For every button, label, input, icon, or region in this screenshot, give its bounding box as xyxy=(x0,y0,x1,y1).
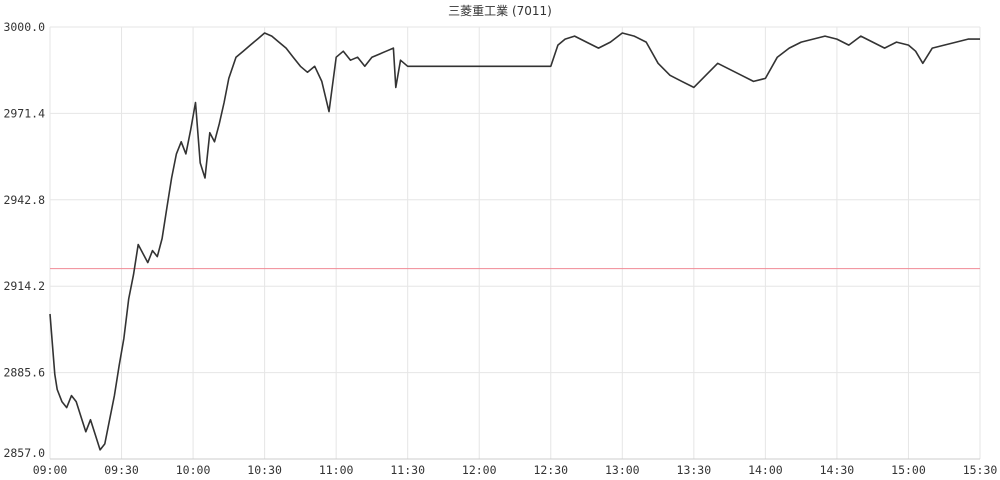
x-tick-label: 15:30 xyxy=(963,463,998,477)
chart-title: 三菱重工業 (7011) xyxy=(448,4,552,18)
x-tick-label: 14:30 xyxy=(820,463,855,477)
x-tick-label: 12:00 xyxy=(462,463,497,477)
x-tick-label: 09:30 xyxy=(104,463,139,477)
axes: 09:00 09:30 10:00 10:30 11:00 11:30 12:00 12:30… xyxy=(3,20,997,477)
y-tick-label: 2914.2 xyxy=(3,279,45,293)
y-tick-label: 2971.4 xyxy=(3,106,45,120)
series-group xyxy=(49,32,980,451)
x-tick-label: 11:00 xyxy=(319,463,354,477)
y-tick-label: 2857.0 xyxy=(3,446,45,460)
y-tick-label: 2942.8 xyxy=(3,193,45,207)
x-tick-label: 12:30 xyxy=(533,463,568,477)
x-tick-label: 14:00 xyxy=(748,463,783,477)
x-tick-label: 13:00 xyxy=(605,463,640,477)
x-tick-label: 09:00 xyxy=(33,463,68,477)
x-tick-label: 15:00 xyxy=(891,463,926,477)
y-tick-label: 3000.0 xyxy=(3,20,45,34)
price-series-line xyxy=(49,32,980,451)
x-tick-label: 10:30 xyxy=(247,463,282,477)
y-tick-label: 2885.6 xyxy=(3,366,45,380)
x-tick-label: 13:30 xyxy=(677,463,712,477)
x-tick-label: 11:30 xyxy=(390,463,425,477)
grid xyxy=(49,26,981,460)
x-tick-label: 10:00 xyxy=(176,463,211,477)
